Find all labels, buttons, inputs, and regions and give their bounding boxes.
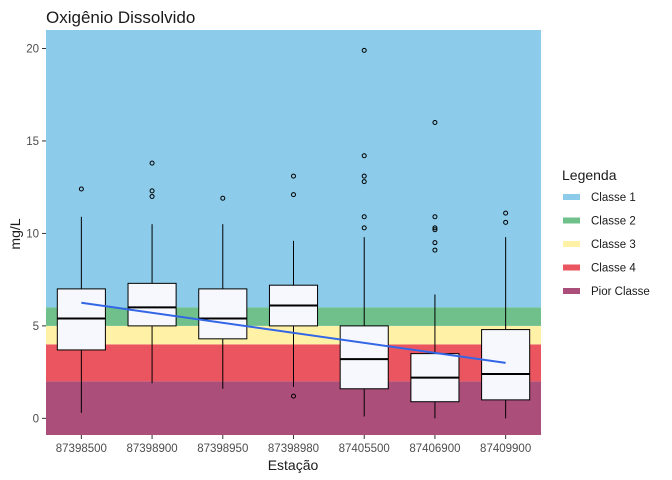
legend-label-3: Classe 3 xyxy=(591,239,636,251)
legend-key-2 xyxy=(563,217,580,224)
x-tick-label: 87398950 xyxy=(197,443,248,455)
y-tick-label: 0 xyxy=(33,413,39,425)
trend-line-group xyxy=(81,301,506,364)
outlier-point xyxy=(432,240,438,246)
boxes xyxy=(56,47,531,419)
outlier-point xyxy=(361,214,367,220)
y-tick-label: 20 xyxy=(26,43,39,55)
legend-label-4: Classe 4 xyxy=(591,263,636,275)
box-87398980 xyxy=(268,173,319,399)
legend-key-5 xyxy=(563,288,580,294)
x-axis-title: Estação xyxy=(268,457,319,473)
legend: Classe 1 Classe 2 Classe 3 Classe 4 Pior Cla… xyxy=(563,192,650,298)
outlier-point xyxy=(432,227,438,233)
outlier-point xyxy=(361,225,367,231)
legend-key-4 xyxy=(563,264,580,271)
legend-title: Legenda xyxy=(562,167,617,183)
legend-key-1 xyxy=(563,194,580,200)
box-87409900 xyxy=(481,210,531,419)
outlier-point xyxy=(503,219,509,225)
x-tick-label: 87409900 xyxy=(480,443,531,455)
outlier-point xyxy=(220,195,226,201)
box-body xyxy=(127,282,177,327)
x-tick-label: 87405500 xyxy=(339,443,390,455)
outlier-point xyxy=(291,192,296,198)
box-87406900 xyxy=(410,119,460,419)
x-tick-label: 87398980 xyxy=(268,443,319,455)
outlier-point xyxy=(432,119,438,125)
x-tick-label: 87398900 xyxy=(126,443,177,455)
axes: 0 5 10 15 20 87398500 87398900 87398950 87398980… xyxy=(26,43,531,455)
x-tick-label: 87406900 xyxy=(409,443,460,455)
outlier-point xyxy=(503,210,509,216)
chart-title: Oxigênio Dissolvido xyxy=(46,8,195,27)
outlier-point xyxy=(291,393,296,399)
box-body xyxy=(339,325,389,390)
x-tick-label: 87398500 xyxy=(56,443,107,455)
y-axis-title: mg/L xyxy=(7,218,23,249)
box-body xyxy=(198,288,248,340)
outlier-point xyxy=(149,160,155,166)
legend-label-1: Classe 1 xyxy=(591,192,636,204)
legend-key-3 xyxy=(563,241,580,247)
outlier-point xyxy=(291,173,296,179)
y-tick-label: 15 xyxy=(26,136,39,148)
outlier-point xyxy=(361,179,367,185)
outlier-point xyxy=(432,247,438,253)
outlier-point xyxy=(78,186,84,192)
outlier-point xyxy=(432,225,438,231)
outlier-point xyxy=(149,188,155,194)
box-body xyxy=(481,329,531,401)
legend-label-5: Pior Classe xyxy=(591,286,650,298)
trend-line xyxy=(81,301,506,364)
outlier-point xyxy=(149,193,155,199)
outlier-point xyxy=(361,47,367,53)
box-87398950 xyxy=(198,195,248,389)
y-tick-label: 5 xyxy=(33,321,39,333)
legend-label-2: Classe 2 xyxy=(591,216,636,228)
band-1 xyxy=(46,381,541,435)
box-87398900 xyxy=(127,160,177,384)
y-tick-label: 10 xyxy=(26,228,39,240)
box-87398500 xyxy=(56,186,106,413)
outlier-point xyxy=(361,173,367,179)
outlier-point xyxy=(361,153,367,159)
box-87405500 xyxy=(339,47,389,417)
outlier-point xyxy=(432,214,438,220)
